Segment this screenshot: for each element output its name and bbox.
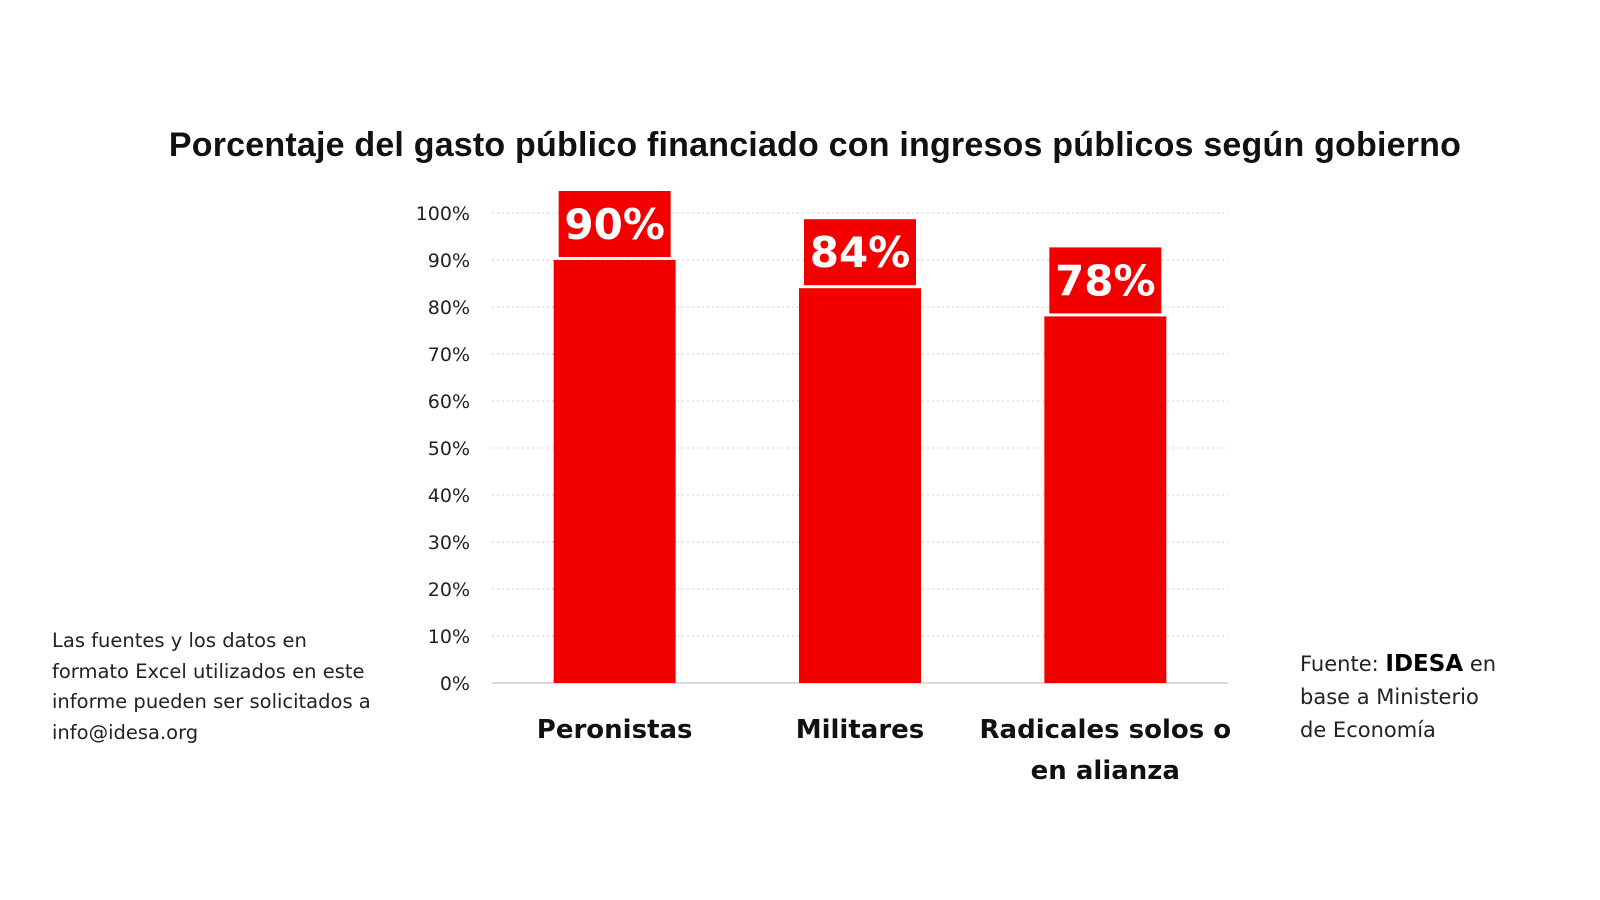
y-tick-label: 40% (428, 485, 470, 507)
source-prefix: Fuente: (1300, 652, 1379, 676)
y-tick-label: 90% (428, 250, 470, 272)
y-tick-label: 20% (428, 579, 470, 601)
x-axis-categories: Peronistas Militares Radicales solos o en a… (537, 715, 1231, 786)
bars (553, 260, 1167, 683)
chart-title: Porcentaje del gasto público financiado … (168, 126, 1462, 164)
y-tick-label: 10% (428, 626, 470, 648)
bar (553, 260, 676, 683)
data-label-box (804, 219, 916, 286)
x-category-label: Peronistas (537, 715, 693, 745)
y-tick-label: 50% (428, 438, 470, 460)
data-labels: 90% 84% 78% (558, 191, 1162, 314)
y-tick-label: 70% (428, 344, 470, 366)
y-tick-label: 0% (440, 673, 470, 695)
x-category-label-line: Radicales solos o (980, 715, 1232, 745)
x-category-label-line: en alianza (1031, 756, 1180, 786)
y-axis-ticks: 0% 10% 20% 30% 40% 50% 60% 70% 80% 90% 100% (416, 203, 470, 695)
data-label-box (558, 191, 671, 257)
data-label-box (1049, 247, 1162, 314)
y-tick-label: 80% (428, 297, 470, 319)
data-label: 90% (564, 200, 665, 249)
x-category-label-line: Peronistas (537, 715, 693, 745)
y-tick-label: 30% (428, 532, 470, 554)
bar (1044, 316, 1167, 683)
x-category-label-line: Militares (796, 715, 925, 745)
source-line-2: base a Ministerio (1300, 685, 1479, 709)
bar (799, 288, 921, 683)
data-label: 78% (1055, 256, 1156, 305)
source-suffix: en (1469, 652, 1497, 676)
data-label: 84% (810, 228, 911, 277)
y-tick-label: 100% (416, 203, 470, 225)
source-line-3: de Economía (1300, 718, 1436, 742)
source-brand: IDESA (1385, 651, 1464, 677)
x-category-label: Radicales solos o en alianza (980, 715, 1232, 786)
y-tick-label: 60% (428, 391, 470, 413)
x-category-label: Militares (796, 715, 925, 745)
data-request-note: Las fuentes y los datos en formato Excel… (52, 629, 371, 744)
source-note: Fuente: IDESA en base a Ministerio de Ec… (1300, 648, 1560, 747)
